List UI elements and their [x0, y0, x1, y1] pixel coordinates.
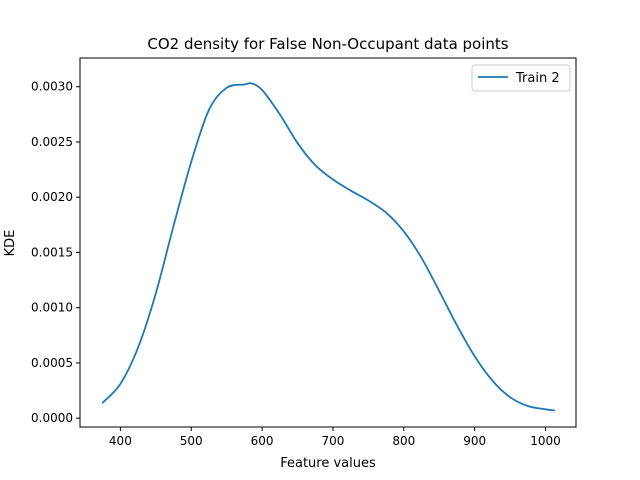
x-tick-label-1000: 1000	[530, 434, 561, 448]
x-tick-label-500: 500	[180, 434, 203, 448]
y-axis-label: KDE	[3, 230, 18, 257]
x-tick-label-600: 600	[251, 434, 274, 448]
x-tick-label-700: 700	[322, 434, 345, 448]
x-tick-label-900: 900	[463, 434, 486, 448]
y-tick-label-6: 0.0030	[31, 80, 73, 94]
legend-label-train-2: Train 2	[515, 71, 560, 86]
y-tick-label-5: 0.0025	[31, 135, 73, 149]
y-tick-label-0: 0.0000	[31, 411, 73, 425]
legend: Train 2	[471, 64, 571, 92]
series-line-0	[101, 82, 555, 412]
plot-frame	[79, 57, 577, 428]
y-tick-label-4: 0.0020	[31, 190, 73, 204]
x-axis: 400 500 600 700 800 900 1000	[109, 427, 561, 448]
y-tick-label-2: 0.0010	[31, 301, 73, 315]
series-layer	[101, 82, 555, 412]
x-axis-label: Feature values	[280, 456, 376, 471]
y-tick-label-1: 0.0005	[31, 356, 73, 370]
y-axis: 0.0000 0.0005 0.0010 0.0015 0.0020 0.0025 0.00…	[31, 80, 80, 425]
y-tick-label-3: 0.0015	[31, 245, 73, 259]
chart-title: CO2 density for False Non-Occupant data …	[147, 35, 508, 53]
x-tick-label-400: 400	[109, 434, 132, 448]
legend-box	[471, 64, 571, 92]
x-tick-label-800: 800	[392, 434, 415, 448]
